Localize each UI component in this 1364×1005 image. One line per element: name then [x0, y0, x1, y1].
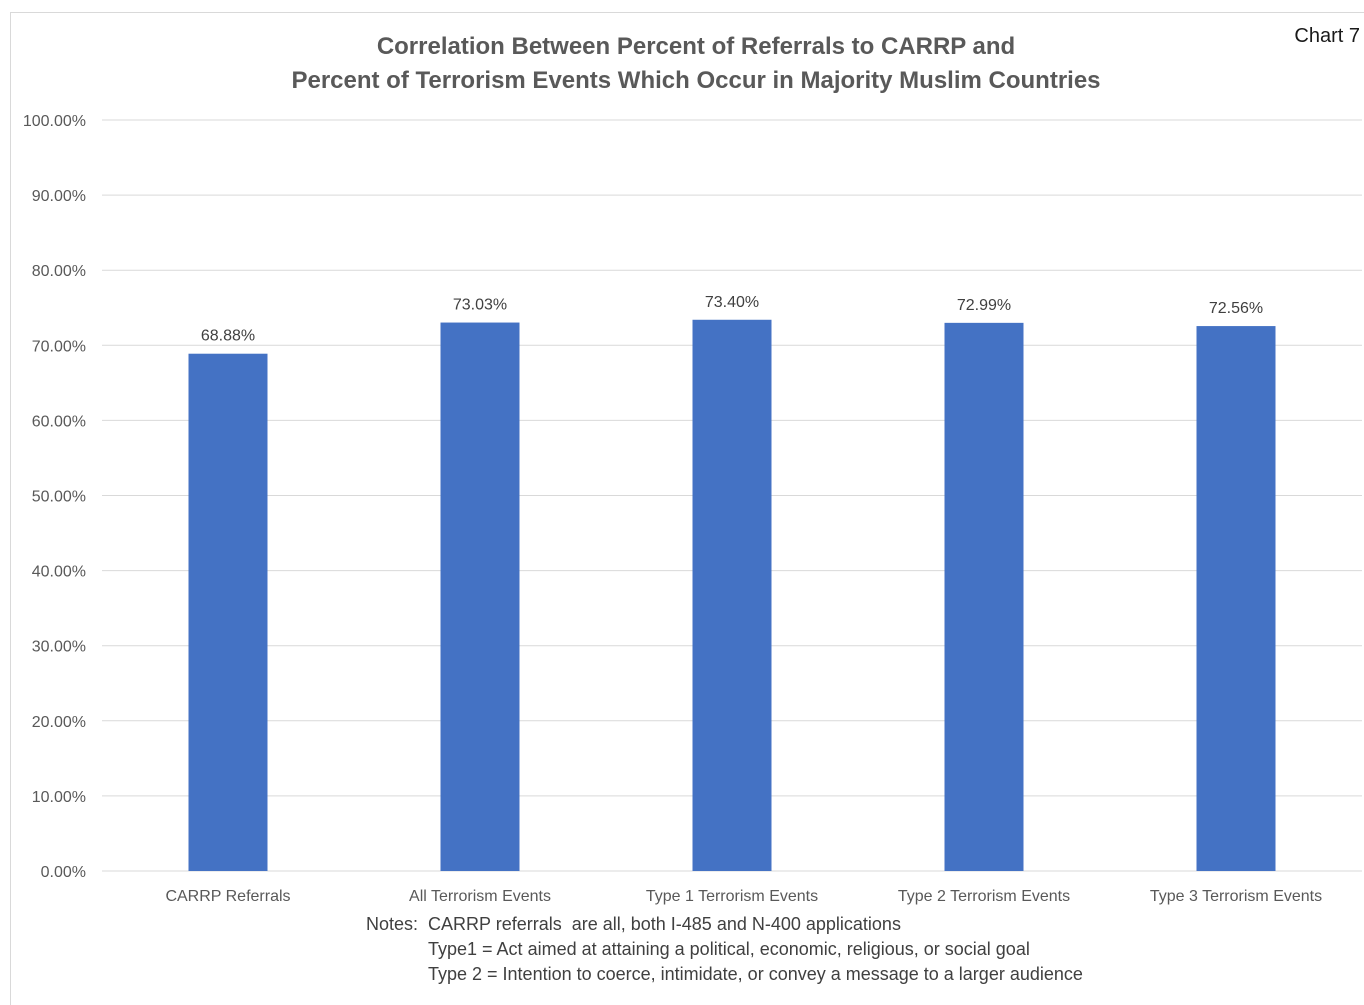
bars [188, 319, 1276, 872]
bar [1196, 326, 1276, 871]
chart-title: Correlation Between Percent of Referrals… [0, 30, 1364, 98]
note-line-3: Type 2 = Intention to coerce, intimidate… [428, 964, 1083, 984]
chart-title-line-2: Percent of Terrorism Events Which Occur … [291, 67, 1101, 94]
bar [440, 322, 520, 872]
y-tick-label: 0.00% [41, 864, 86, 881]
chart-notes: Notes: CARRP referrals are all, both I-4… [366, 912, 1083, 987]
x-axis-ticks: CARRP Referrals All Terrorism Events Type … [165, 888, 1322, 905]
x-tick-label: Type 1 Terrorism Events [646, 888, 818, 905]
data-label: 68.88% [201, 328, 255, 345]
chart-title-line-1: Correlation Between Percent of Referrals… [376, 33, 1016, 60]
y-tick-label: 50.00% [32, 489, 86, 506]
note-line-2: Type1 = Act aimed at attaining a politic… [428, 939, 1030, 959]
chart-area [10, 12, 1364, 1005]
y-tick-label: 70.00% [32, 338, 86, 355]
data-label: 73.03% [453, 297, 507, 314]
y-tick-label: 60.00% [32, 413, 86, 430]
data-label: 72.56% [1209, 300, 1263, 317]
y-tick-label: 90.00% [32, 188, 86, 205]
bar-chart: 0.00% 10.00% 20.00% 30.00% 40.00% 50.00% 60.00… [23, 113, 1362, 905]
data-label: 72.99% [957, 297, 1011, 314]
x-tick-label: Type 2 Terrorism Events [898, 888, 1070, 905]
y-axis-ticks: 0.00% 10.00% 20.00% 30.00% 40.00% 50.00% 60.00… [23, 113, 86, 881]
y-tick-label: 20.00% [32, 714, 86, 731]
bar [944, 322, 1024, 871]
bar [188, 353, 268, 872]
y-tick-label: 80.00% [32, 263, 86, 280]
x-tick-label: All Terrorism Events [409, 888, 551, 905]
y-tick-label: 10.00% [32, 789, 86, 806]
bar [692, 319, 772, 871]
data-labels: 68.88% 73.03% 73.40% 72.99% 72.56% [201, 294, 1263, 345]
note-line-1: Notes: CARRP referrals are all, both I-4… [366, 914, 901, 934]
data-label: 73.40% [705, 294, 759, 311]
y-tick-label: 40.00% [32, 564, 86, 581]
y-tick-label: 30.00% [32, 639, 86, 656]
x-tick-label: Type 3 Terrorism Events [1150, 888, 1322, 905]
x-tick-label: CARRP Referrals [165, 888, 290, 905]
chart-tag: Chart 7 [1294, 25, 1360, 47]
y-tick-label: 100.00% [23, 113, 86, 130]
